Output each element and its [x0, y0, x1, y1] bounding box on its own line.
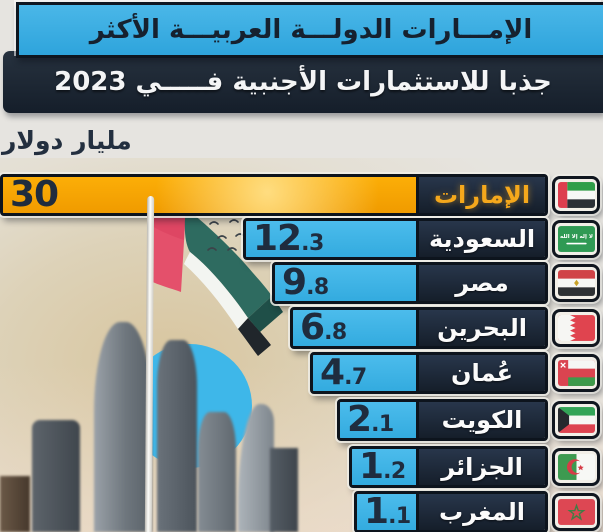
flag-box — [552, 309, 600, 347]
algeria-flag-icon — [557, 454, 595, 480]
title-line1: الإمـــارات الدولـــة العربيـــة الأكثر — [89, 15, 533, 45]
country-label: الكويت — [416, 402, 545, 438]
bar-pill: 12.3 السعودية — [243, 218, 548, 260]
svg-text:لا إله إلا الله: لا إله إلا الله — [560, 234, 593, 240]
bar-pill: 6.8 البحرين — [290, 307, 548, 349]
flag-box — [552, 448, 600, 486]
title-banner: الإمـــارات الدولـــة العربيـــة الأكثر — [16, 2, 603, 58]
flag-box: لا إله إلا الله — [552, 220, 600, 258]
tower-silhouette — [94, 322, 152, 532]
country-label: الجزائر — [416, 449, 545, 485]
bar-row-saudi-arabia: 12.3 السعودية لا إله إلا الله — [243, 218, 600, 260]
bar-value: 12.3 — [253, 218, 324, 259]
bar-value: 9.8 — [282, 262, 329, 303]
bar-row-morocco: 1.1 المغرب — [354, 491, 600, 532]
value-bar: 4.7 — [313, 355, 416, 391]
saudi-arabia-flag-icon: لا إله إلا الله — [557, 226, 595, 252]
bar-pill: 2.1 الكويت — [337, 399, 548, 441]
bar-value: 1.2 — [359, 446, 406, 487]
value-bar: 1.2 — [352, 449, 416, 485]
tower-silhouette — [0, 476, 30, 532]
country-label: البحرين — [416, 310, 545, 346]
bar-row-algeria: 1.2 الجزائر — [349, 446, 600, 488]
country-label: الإمارات — [416, 177, 545, 213]
tower-silhouette — [157, 340, 197, 532]
uae-flag-icon — [557, 182, 595, 208]
tower-silhouette — [32, 420, 80, 532]
bar-row-bahrain: 6.8 البحرين — [290, 307, 600, 349]
kuwait-flag-icon — [557, 407, 595, 433]
bahrain-flag-icon — [557, 315, 595, 341]
value-bar: 1.1 — [357, 494, 416, 530]
bar-pill: 4.7 عُمان — [310, 352, 548, 394]
bar-pill: 1.2 الجزائر — [349, 446, 548, 488]
tower-silhouette — [270, 448, 298, 532]
value-bar: 12.3 — [246, 221, 416, 257]
uae-flag-illustration — [151, 198, 283, 356]
flag-box — [552, 176, 600, 214]
morocco-flag-icon — [557, 499, 595, 525]
bar-row-egypt: 9.8 مصر — [272, 262, 600, 304]
country-label: عُمان — [416, 355, 545, 391]
unit-label: مليار دولار — [2, 126, 132, 155]
bar-value: 6.8 — [300, 307, 347, 348]
flag-box — [552, 401, 600, 439]
egypt-flag-icon — [557, 270, 595, 296]
bar-row-oman: 4.7 عُمان — [310, 352, 600, 394]
flag-box — [552, 264, 600, 302]
subtitle-banner: جذبا للاستثمارات الأجنبية فـــــي 2023 — [3, 51, 603, 113]
bar-value: 4.7 — [320, 352, 367, 393]
value-bar: 6.8 — [293, 310, 416, 346]
tower-silhouette — [198, 412, 236, 532]
flag-box — [552, 354, 600, 392]
bar-pill: 30 الإمارات — [0, 174, 548, 216]
bar-row-kuwait: 2.1 الكويت — [337, 399, 600, 441]
value-bar: 30 — [3, 177, 416, 213]
bar-value: 2.1 — [347, 399, 394, 440]
bar-row-uae: 30 الإمارات — [0, 174, 600, 216]
bar-value: 30 — [10, 174, 59, 215]
bar-value: 1.1 — [364, 491, 411, 532]
bar-pill: 1.1 المغرب — [354, 491, 548, 532]
value-bar: 9.8 — [275, 265, 416, 301]
value-bar: 2.1 — [340, 402, 416, 438]
country-label: السعودية — [416, 221, 545, 257]
flag-box — [552, 493, 600, 531]
bar-pill: 9.8 مصر — [272, 262, 548, 304]
oman-flag-icon — [557, 360, 595, 386]
country-label: المغرب — [416, 494, 545, 530]
country-label: مصر — [416, 265, 545, 301]
title-line2: جذبا للاستثمارات الأجنبية فـــــي 2023 — [54, 67, 552, 97]
